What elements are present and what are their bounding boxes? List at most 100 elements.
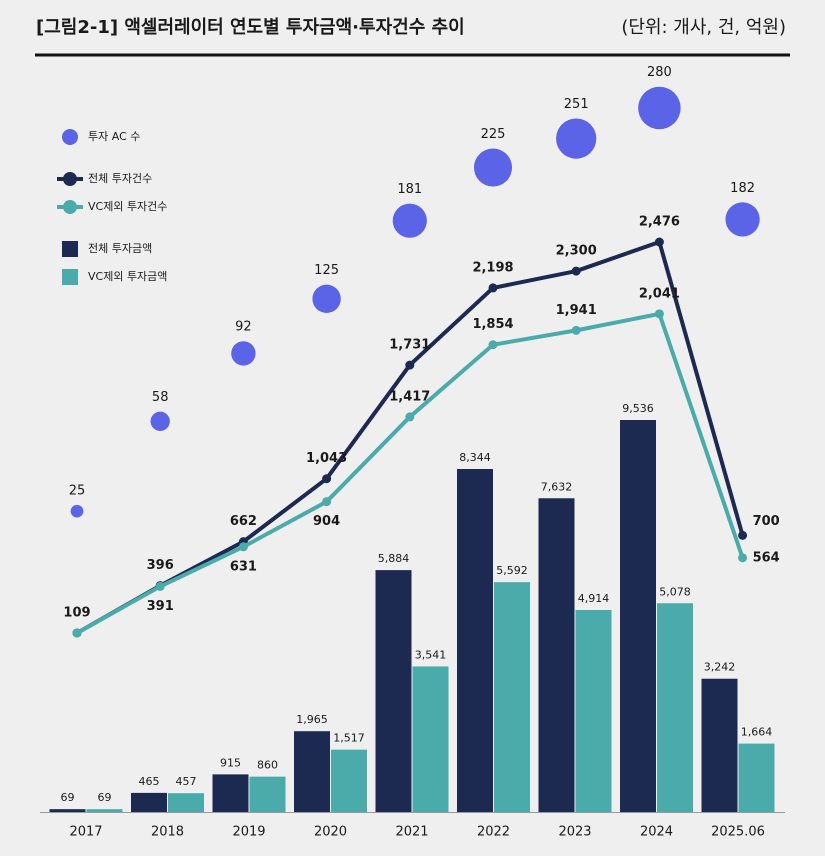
legend-label: 전체 투자건수	[88, 172, 152, 185]
unit-note: (단위: 개사, 건, 억원)	[621, 17, 786, 38]
bubble-value-label: 225	[481, 127, 506, 142]
bar	[701, 678, 738, 812]
bar-value-label: 9,536	[622, 402, 654, 415]
bar	[538, 498, 575, 812]
bar	[294, 731, 330, 812]
line-point	[322, 474, 332, 484]
bar	[249, 776, 286, 812]
bar-value-label: 69	[98, 791, 112, 804]
x-tick-label: 2024	[640, 825, 673, 840]
bar	[494, 582, 530, 812]
line-value-label: 1,731	[389, 338, 430, 353]
bar-value-label: 69	[61, 791, 75, 804]
bubble-value-label: 125	[314, 263, 339, 278]
bar-value-label: 5,592	[496, 564, 528, 577]
bubble-value-label: 280	[647, 65, 672, 80]
bubble-value-label: 251	[564, 97, 589, 112]
bar-value-label: 5,078	[659, 585, 691, 598]
bubble-value-label: 25	[69, 483, 86, 498]
legend-label: 투자 AC 수	[88, 130, 140, 143]
legend-marker	[62, 129, 78, 145]
bar-value-label: 3,541	[415, 648, 447, 661]
bar	[738, 743, 775, 812]
x-tick-label: 2023	[558, 825, 591, 840]
bar-value-label: 860	[257, 759, 278, 772]
legend-label: VC제외 투자건수	[88, 200, 167, 213]
legend-marker	[63, 200, 77, 214]
legend-label: 전체 투자금액	[88, 242, 152, 255]
bubble	[638, 86, 681, 130]
bar	[212, 774, 249, 812]
bubble	[392, 203, 427, 238]
line-value-label: 631	[230, 559, 257, 574]
legend-label: VC제외 투자금액	[88, 270, 167, 283]
bubble-value-label: 58	[152, 390, 169, 405]
line-point	[405, 412, 415, 422]
line-point	[405, 360, 415, 370]
bar-value-label: 1,664	[741, 726, 773, 739]
line-value-label: 700	[753, 514, 780, 529]
bubble	[473, 148, 513, 187]
bar-value-label: 1,517	[333, 732, 365, 745]
x-tick-label: 2025.06	[711, 825, 765, 840]
bubble	[725, 202, 760, 237]
line-point	[488, 340, 498, 350]
line-value-label: 391	[147, 599, 174, 614]
line-value-label: 1,043	[306, 451, 347, 466]
bar	[375, 570, 412, 812]
line-point	[738, 530, 748, 540]
bar-value-label: 3,242	[704, 661, 736, 674]
bar	[131, 792, 167, 812]
bar	[620, 420, 656, 812]
bubble	[70, 504, 84, 518]
bubble-value-label: 182	[730, 181, 755, 196]
bar-value-label: 1,965	[296, 713, 328, 726]
bar-value-label: 8,344	[459, 451, 491, 464]
line-point	[238, 542, 248, 552]
x-tick-label: 2019	[232, 825, 265, 840]
line-value-label: 1,941	[556, 303, 597, 318]
chart-title: [그림2-1] 액셀러레이터 연도별 투자금액·투자건수 추이	[36, 17, 465, 38]
line-point	[654, 309, 664, 319]
line-point	[738, 553, 748, 563]
line-point	[571, 325, 581, 335]
bubble-value-label: 181	[397, 182, 422, 197]
line-point	[488, 283, 498, 293]
line-value-label: 564	[753, 550, 780, 565]
line-point	[155, 581, 165, 591]
bar-value-label: 5,884	[378, 552, 410, 565]
bubble	[312, 284, 341, 314]
line-value-label: 2,041	[639, 286, 680, 301]
x-tick-label: 2022	[477, 825, 510, 840]
x-tick-label: 2017	[69, 825, 102, 840]
line-value-label: 109	[63, 605, 90, 620]
line-value-label: 1,854	[472, 317, 513, 332]
legend-marker	[63, 172, 77, 186]
bar-value-label: 465	[139, 775, 160, 788]
bar	[86, 809, 123, 812]
bar	[457, 469, 493, 812]
line-point	[654, 237, 664, 247]
bar	[49, 809, 86, 812]
bubble-value-label: 92	[235, 320, 252, 335]
legend-marker	[62, 241, 78, 257]
bar	[575, 609, 612, 812]
bubble	[556, 118, 597, 159]
line-point	[571, 266, 581, 276]
line-point	[322, 497, 332, 507]
bar	[168, 793, 204, 812]
x-tick-label: 2018	[151, 825, 184, 840]
bar-value-label: 915	[220, 756, 241, 769]
bar	[657, 603, 693, 812]
bar	[331, 749, 367, 812]
line-value-label: 396	[147, 558, 174, 573]
bar-value-label: 457	[176, 775, 197, 788]
bar-value-label: 7,632	[541, 480, 573, 493]
line-value-label: 2,300	[556, 244, 597, 259]
bar-value-label: 4,914	[578, 592, 610, 605]
line-value-label: 2,198	[472, 260, 513, 275]
x-tick-label: 2021	[395, 825, 428, 840]
bubble	[150, 411, 170, 431]
x-tick-label: 2020	[314, 825, 347, 840]
